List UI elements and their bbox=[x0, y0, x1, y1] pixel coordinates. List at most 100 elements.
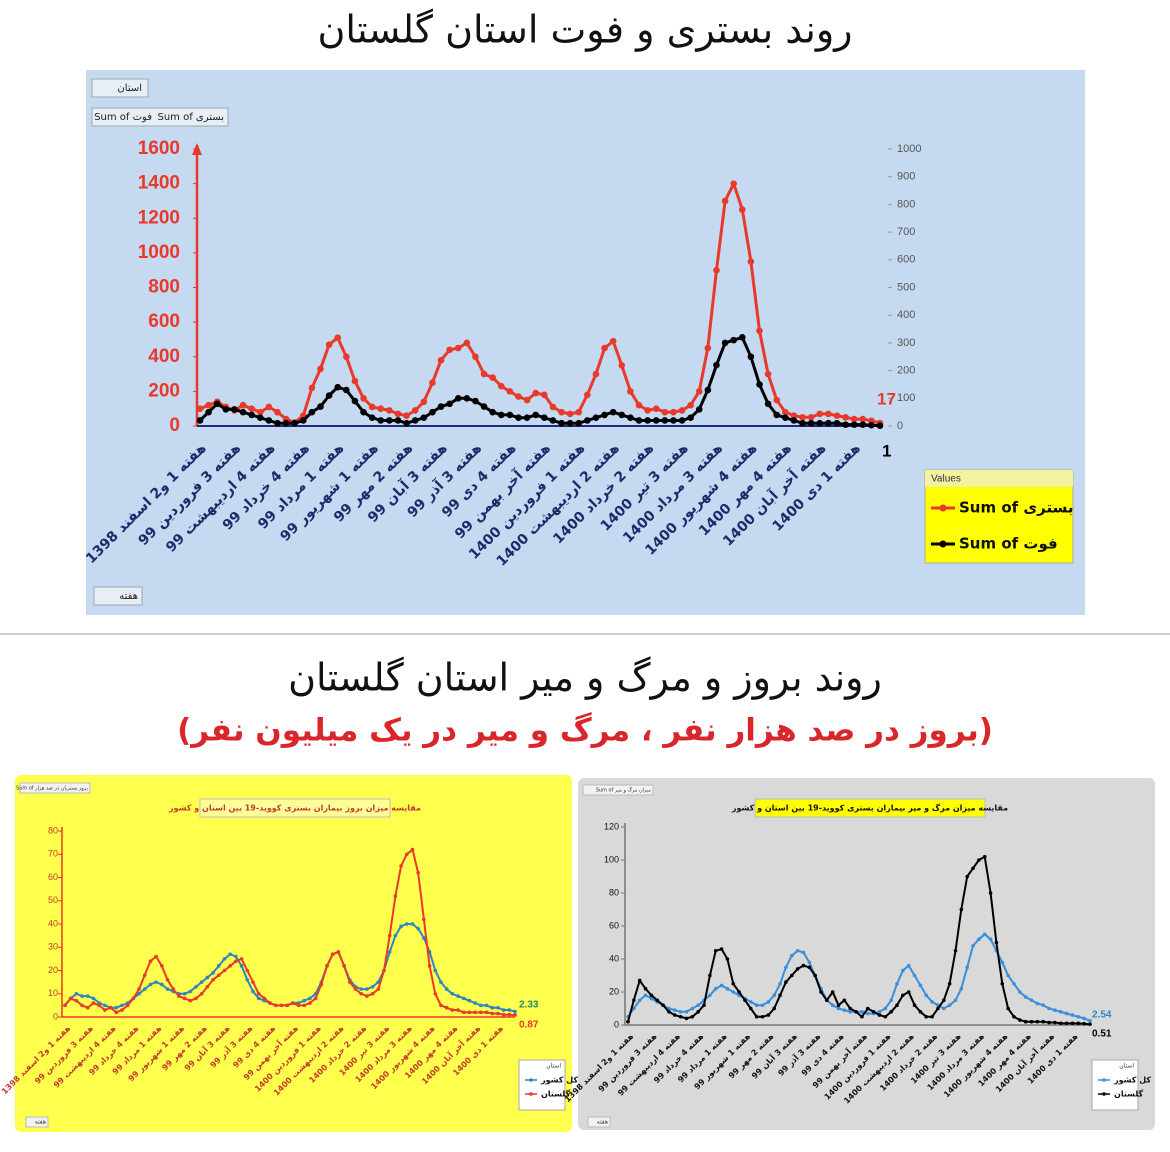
series-marker bbox=[188, 998, 193, 1003]
y2-tick-label: 900 bbox=[897, 171, 915, 183]
series-marker bbox=[416, 871, 420, 875]
series-marker bbox=[444, 1005, 449, 1010]
series-marker bbox=[1006, 973, 1010, 978]
series-marker bbox=[1023, 995, 1028, 999]
series-marker bbox=[411, 407, 419, 414]
series-marker bbox=[807, 419, 815, 427]
series-marker bbox=[988, 891, 993, 895]
data-label: 2.33 bbox=[519, 1000, 539, 1011]
page-subtitle: (بروز در صد هزار نفر ، مرگ و میر در یک م… bbox=[177, 712, 993, 749]
series-marker bbox=[454, 344, 462, 352]
series-marker bbox=[365, 994, 369, 998]
series-marker bbox=[194, 996, 198, 1001]
series-marker bbox=[877, 1010, 882, 1014]
series-marker bbox=[248, 405, 255, 412]
series-marker bbox=[704, 344, 712, 352]
series-marker bbox=[274, 419, 281, 427]
series-marker bbox=[738, 334, 746, 341]
series-marker bbox=[496, 1011, 500, 1016]
legend-box bbox=[518, 1059, 566, 1111]
series-marker bbox=[154, 954, 158, 959]
series-marker bbox=[256, 991, 261, 996]
series-marker bbox=[80, 1003, 84, 1008]
series-marker bbox=[532, 389, 539, 397]
series-marker bbox=[816, 410, 824, 418]
series-marker bbox=[924, 993, 929, 998]
series-marker bbox=[325, 964, 329, 968]
series-marker bbox=[154, 980, 158, 984]
series-marker bbox=[404, 852, 409, 857]
series-marker bbox=[801, 950, 806, 955]
series-marker bbox=[404, 922, 409, 926]
series-marker bbox=[813, 973, 817, 978]
series-marker bbox=[472, 353, 479, 361]
series-marker bbox=[427, 964, 432, 968]
series-marker bbox=[353, 987, 358, 991]
series-marker bbox=[760, 1014, 765, 1019]
y-tick-label: 10 bbox=[48, 988, 58, 998]
series-marker bbox=[85, 1005, 90, 1010]
series-marker bbox=[68, 996, 73, 1001]
series-marker bbox=[228, 964, 232, 968]
series-marker bbox=[704, 386, 712, 394]
series-marker bbox=[313, 996, 318, 1001]
series-marker bbox=[1070, 1013, 1075, 1017]
series-marker bbox=[1076, 1014, 1081, 1019]
series-marker bbox=[842, 1008, 847, 1012]
chart-title: مقایسه میزان بروز بیماران بستری کووید-19… bbox=[168, 804, 421, 813]
series-marker bbox=[479, 1010, 483, 1015]
series-marker bbox=[772, 993, 777, 998]
series-marker bbox=[222, 968, 227, 973]
series-marker bbox=[382, 968, 386, 973]
series-marker bbox=[473, 1010, 477, 1015]
series-marker bbox=[877, 1013, 882, 1017]
chart-title-box bbox=[754, 798, 986, 818]
series-marker bbox=[194, 984, 198, 989]
series-marker bbox=[678, 407, 686, 414]
data-label: 0.51 bbox=[1092, 1029, 1112, 1040]
y-tick-label: 0 bbox=[169, 415, 180, 436]
series-marker bbox=[114, 1005, 119, 1010]
series-marker bbox=[446, 400, 453, 408]
series-marker bbox=[737, 990, 741, 994]
series-marker bbox=[1018, 1018, 1022, 1022]
series-marker bbox=[738, 206, 746, 213]
series-marker bbox=[764, 370, 772, 378]
series-marker bbox=[393, 933, 398, 938]
series-marker bbox=[889, 998, 893, 1003]
series-marker bbox=[778, 993, 782, 998]
series-marker bbox=[795, 948, 800, 953]
series-marker bbox=[1088, 1019, 1092, 1023]
series-marker bbox=[1047, 1006, 1051, 1011]
series-marker bbox=[334, 334, 342, 342]
series-marker bbox=[480, 370, 488, 378]
series-marker bbox=[936, 1006, 940, 1011]
series-marker bbox=[632, 998, 636, 1003]
series-marker bbox=[558, 408, 565, 416]
series-marker bbox=[394, 410, 402, 418]
series-marker bbox=[416, 926, 420, 931]
series-marker bbox=[924, 1014, 929, 1019]
series-marker bbox=[1064, 1011, 1069, 1016]
y2-tick-label: 500 bbox=[897, 281, 915, 293]
series-marker bbox=[265, 417, 273, 424]
series-marker bbox=[644, 417, 651, 424]
series-marker bbox=[672, 1008, 677, 1012]
series-marker bbox=[403, 412, 410, 419]
series-marker bbox=[103, 1008, 107, 1012]
field-button bbox=[582, 784, 654, 796]
series-marker bbox=[507, 1008, 512, 1012]
series-marker bbox=[833, 419, 841, 427]
series-marker bbox=[334, 383, 342, 391]
y-tick-label: 40 bbox=[48, 918, 58, 928]
series-marker bbox=[695, 406, 703, 413]
y-tick-label: 120 bbox=[604, 821, 619, 831]
field-label: Sum of فوت bbox=[94, 112, 152, 123]
series-marker bbox=[420, 398, 428, 406]
series-marker bbox=[160, 982, 164, 987]
series-marker bbox=[467, 998, 472, 1003]
series-marker bbox=[291, 1001, 295, 1005]
series-marker bbox=[635, 417, 643, 424]
series-marker bbox=[251, 980, 255, 984]
